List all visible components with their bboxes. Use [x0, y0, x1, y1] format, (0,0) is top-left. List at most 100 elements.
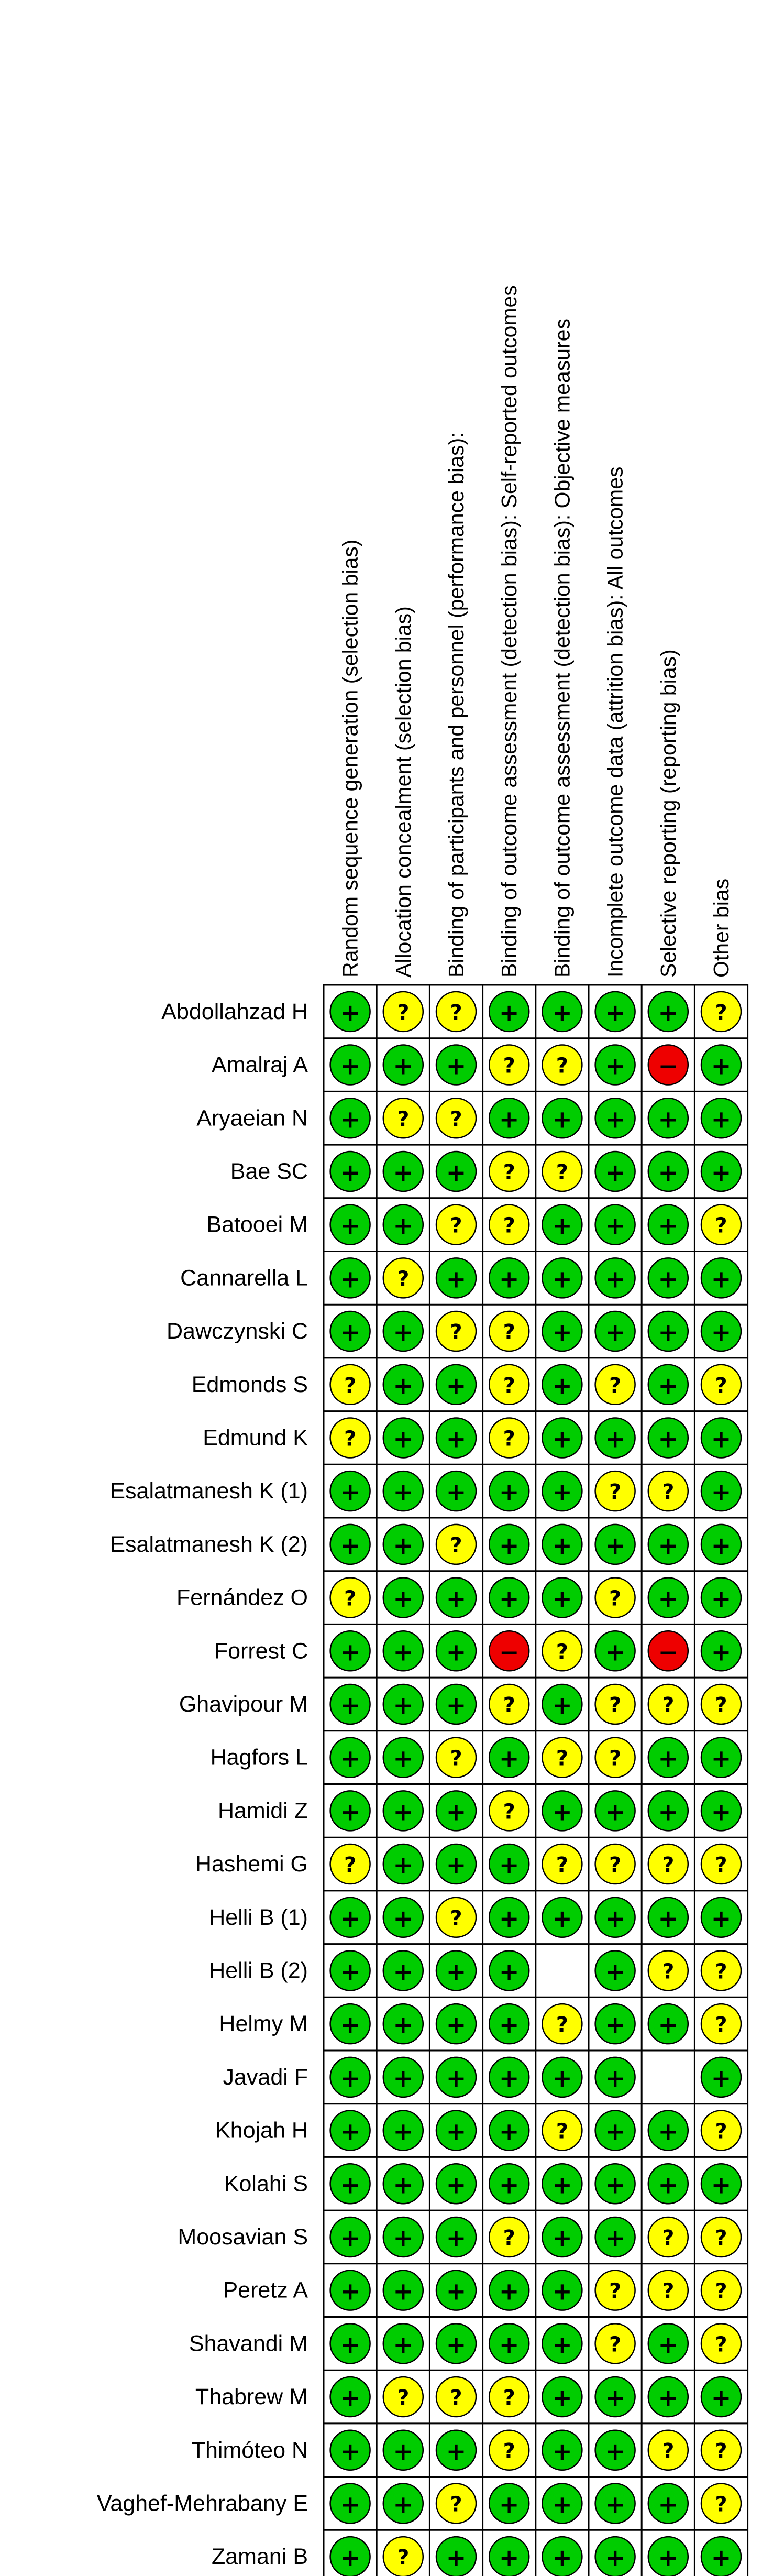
rating-low-marker [488, 2110, 530, 2151]
rating-symbol: + [552, 1478, 572, 1506]
rating-symbol: + [499, 2171, 520, 2199]
rating-low-marker [542, 2483, 583, 2524]
rating-unclear-marker [382, 2536, 424, 2576]
rating-unclear-marker [700, 2216, 742, 2258]
study-label: Helmy M [219, 2011, 308, 2036]
rating-low-marker [594, 1630, 636, 1672]
rating-low-marker [647, 2376, 689, 2418]
rating-low-marker [647, 1577, 689, 1618]
rating-symbol: + [393, 2277, 414, 2306]
rating-low-marker [435, 2216, 477, 2258]
rating-symbol: + [605, 2490, 625, 2518]
rating-low-marker [382, 1790, 424, 1832]
rating-low-marker [435, 1790, 477, 1832]
rating-low-marker [382, 2163, 424, 2205]
rating-symbol: + [499, 1904, 520, 1933]
rating-symbol: + [499, 2490, 520, 2518]
rating-low-marker [488, 1098, 530, 1139]
rating-symbol: + [340, 2224, 360, 2252]
rating-symbol: + [340, 1531, 360, 1560]
study-label: Forrest C [214, 1638, 308, 1663]
rating-low-marker [329, 2216, 371, 2258]
rating-low-marker [700, 1577, 742, 1618]
rating-low-marker [700, 2376, 742, 2418]
rating-low-marker [435, 1577, 477, 1618]
rating-unclear-marker [329, 1364, 371, 1405]
rating-symbol: + [393, 1585, 414, 1613]
rating-symbol: + [658, 1318, 679, 1346]
rating-symbol: + [552, 2490, 572, 2518]
rating-low-marker [382, 1523, 424, 1565]
rating-unclear-marker [488, 1204, 530, 1245]
rating-unclear-marker [329, 1417, 371, 1459]
rating-symbol: + [605, 2224, 625, 2252]
rating-symbol: + [658, 1212, 679, 1240]
rating-unclear-marker [435, 2376, 477, 2418]
rating-symbol: ? [503, 2386, 515, 2410]
rating-symbol: + [393, 1691, 414, 1719]
rating-symbol: ? [609, 1480, 621, 1504]
rating-symbol: + [393, 2330, 414, 2359]
rating-symbol: + [340, 2277, 360, 2306]
rating-unclear-marker [700, 1950, 742, 1991]
rating-low-marker [435, 1257, 477, 1299]
rating-symbol: + [393, 1745, 414, 1773]
rating-symbol: + [499, 2064, 520, 2092]
rating-symbol: ? [503, 1374, 515, 1398]
rating-symbol: + [605, 1105, 625, 1133]
rating-symbol: + [605, 2171, 625, 2199]
rating-low-marker [542, 2376, 583, 2418]
rating-unclear-marker [594, 1364, 636, 1405]
rating-low-marker [329, 1950, 371, 1991]
rating-symbol: + [446, 2330, 467, 2359]
rating-symbol: + [552, 1212, 572, 1240]
rating-symbol: + [446, 1265, 467, 1293]
rating-low-marker [700, 1098, 742, 1139]
rating-low-marker [435, 1630, 477, 1672]
study-label: Ghavipour M [179, 1692, 308, 1717]
rating-low-marker [435, 2270, 477, 2311]
column-header: Binding of participants and personnel (p… [444, 432, 468, 978]
rating-symbol: + [340, 2437, 360, 2465]
rating-low-marker [594, 1098, 636, 1139]
rating-symbol: ? [503, 1320, 515, 1344]
rating-symbol: + [393, 2490, 414, 2518]
rating-low-marker [329, 2323, 371, 2364]
rating-symbol: + [499, 1851, 520, 1879]
rating-unclear-marker [647, 2216, 689, 2258]
rating-symbol: + [658, 1158, 679, 1187]
rating-symbol: + [552, 1904, 572, 1933]
rating-low-marker [488, 1257, 530, 1299]
rating-low-marker [329, 2270, 371, 2311]
rating-symbol: + [446, 2011, 467, 2039]
rating-symbol: ? [609, 1374, 621, 1398]
rating-unclear-marker [542, 1843, 583, 1885]
rating-symbol: ? [609, 1747, 621, 1771]
rating-symbol: + [605, 1904, 625, 1933]
rating-low-marker [329, 2536, 371, 2576]
rating-symbol: + [393, 1372, 414, 1400]
rating-symbol: + [340, 1265, 360, 1293]
rating-low-marker [382, 1044, 424, 1086]
rating-low-marker [647, 1417, 689, 1459]
rating-symbol: + [711, 1265, 732, 1293]
rating-low-marker [329, 2483, 371, 2524]
rating-low-marker [700, 2536, 742, 2576]
rating-symbol: + [499, 1478, 520, 1506]
rating-low-marker [647, 2003, 689, 2045]
study-label: Thimóteo N [192, 2438, 308, 2463]
rating-low-marker [488, 1950, 530, 1991]
study-label: Batooei M [206, 1212, 308, 1237]
rating-symbol: + [446, 1052, 467, 1080]
rating-symbol: ? [450, 1906, 462, 1931]
rating-unclear-marker [435, 1737, 477, 1778]
study-label: Vaghef-Mehrabany E [97, 2491, 308, 2516]
study-label: Dawczynski C [167, 1319, 308, 1344]
rating-symbol: ? [344, 1427, 356, 1451]
rating-unclear-marker [488, 2216, 530, 2258]
rating-low-marker [542, 2163, 583, 2205]
rating-symbol: + [552, 1318, 572, 1346]
rating-unclear-marker [700, 2483, 742, 2524]
rating-low-marker [382, 1843, 424, 1885]
rating-symbol: + [711, 1797, 732, 1826]
